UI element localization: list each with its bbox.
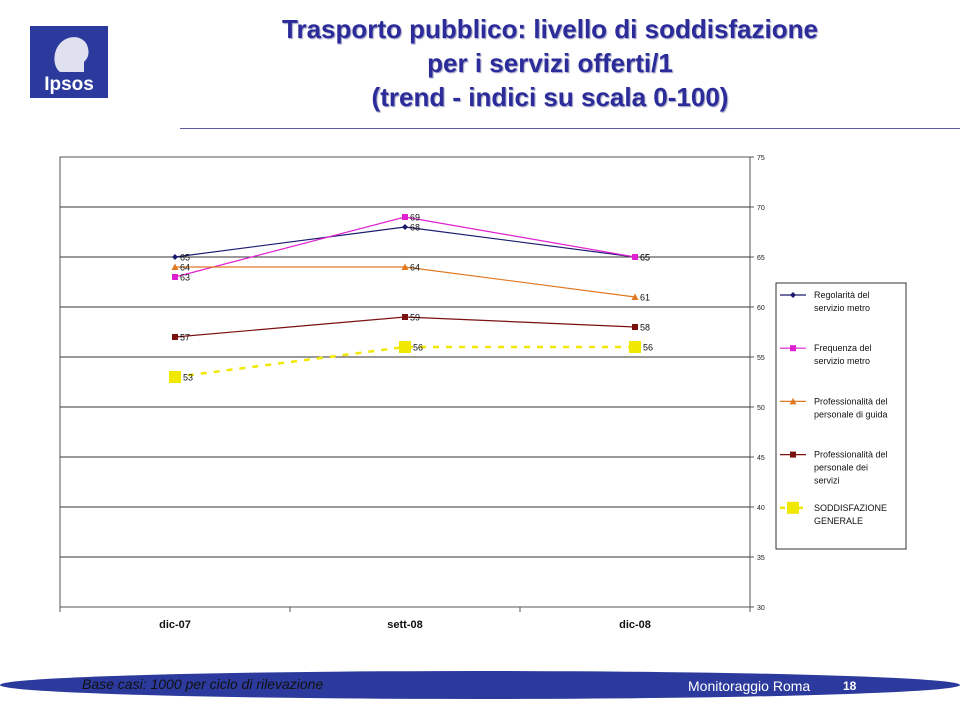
footer-band-shape xyxy=(0,671,960,699)
data-label: 65 xyxy=(180,253,190,263)
data-label: 56 xyxy=(413,343,423,353)
title-line-1: Trasporto pubblico: livello di soddisfaz… xyxy=(282,14,818,44)
legend-entry: Professionalità del personale dei servizi xyxy=(814,450,888,486)
data-label: 64 xyxy=(410,263,420,273)
data-label: 61 xyxy=(640,293,650,303)
x-tick-label: dic-08 xyxy=(619,619,651,631)
data-point xyxy=(402,314,408,320)
data-point xyxy=(171,263,179,270)
y-tick-label: 70 xyxy=(757,205,765,212)
data-point xyxy=(632,254,638,260)
data-point xyxy=(629,341,641,353)
x-tick-label: sett-08 xyxy=(387,619,422,631)
data-point xyxy=(172,274,178,280)
data-label: 56 xyxy=(643,343,653,353)
y-tick-label: 40 xyxy=(757,505,765,512)
y-tick-label: 50 xyxy=(757,405,765,412)
y-tick-label: 45 xyxy=(757,455,765,462)
legend-swatch-marker xyxy=(790,292,796,298)
data-label: 63 xyxy=(180,273,190,283)
data-label: 69 xyxy=(410,213,420,223)
ipsos-logo: Ipsos xyxy=(30,26,108,98)
data-point xyxy=(401,263,409,270)
data-label: 65 xyxy=(640,253,650,263)
legend-entry: Frequenza del servizio metro xyxy=(814,343,872,366)
legend-swatch-marker xyxy=(787,501,799,514)
footer-base-note: Base casi: 1000 per ciclo di rilevazione xyxy=(82,676,324,692)
data-point xyxy=(172,254,178,260)
page-title: Trasporto pubblico: livello di soddisfaz… xyxy=(170,12,930,114)
legend-entry: Professionalità del personale di guida xyxy=(814,396,888,419)
page-number: 18 xyxy=(843,679,857,693)
gridlines xyxy=(60,206,750,558)
data-point xyxy=(402,214,408,220)
x-axis-tick-labels: dic-07 sett-08 dic-08 xyxy=(159,619,651,631)
data-label: 58 xyxy=(640,323,650,333)
data-label: 64 xyxy=(180,263,190,273)
logo-text: Ipsos xyxy=(44,74,94,95)
y-tick-label: 60 xyxy=(757,305,765,312)
data-label: 68 xyxy=(410,223,420,233)
legend-entry: Regolarità del servizio metro xyxy=(814,290,870,313)
series-lines xyxy=(169,214,641,383)
legend-entry: SODDISFAZIONE GENERALE xyxy=(814,503,887,526)
legend-swatch-marker xyxy=(790,345,796,352)
title-line-3: (trend - indici su scala 0-100) xyxy=(371,82,729,112)
data-label: 53 xyxy=(183,373,193,383)
y-axis-tick-labels: 30 35 40 45 50 55 60 65 70 75 xyxy=(750,155,765,612)
data-point xyxy=(399,341,411,353)
legend-swatch-marker xyxy=(790,451,796,458)
data-point xyxy=(169,371,181,383)
data-label: 65 xyxy=(640,253,650,263)
data-label: 59 xyxy=(410,313,420,323)
line-chart: 30 35 40 45 50 55 60 65 70 75 dic-07 sett-08 dic-08… xyxy=(59,155,907,631)
y-tick-label: 55 xyxy=(757,355,765,362)
footer-brand: Monitoraggio Roma xyxy=(688,678,811,694)
y-tick-label: 65 xyxy=(757,255,765,262)
data-point xyxy=(632,324,638,330)
data-point xyxy=(172,334,178,340)
data-point xyxy=(402,224,408,230)
logo-head-icon xyxy=(54,37,89,72)
legend: Regolarità del servizio metro Frequenza de… xyxy=(775,282,907,550)
x-tick-label: dic-07 xyxy=(159,619,191,631)
data-label: 57 xyxy=(180,333,190,343)
legend-swatch-marker xyxy=(789,397,797,405)
y-tick-label: 75 xyxy=(757,155,765,162)
data-point xyxy=(631,293,639,300)
title-line-2: per i servizi offerti/1 xyxy=(427,48,673,78)
footer-band xyxy=(0,671,960,699)
y-tick-label: 35 xyxy=(757,555,765,562)
title-divider xyxy=(180,128,960,129)
y-tick-label: 30 xyxy=(757,605,765,612)
